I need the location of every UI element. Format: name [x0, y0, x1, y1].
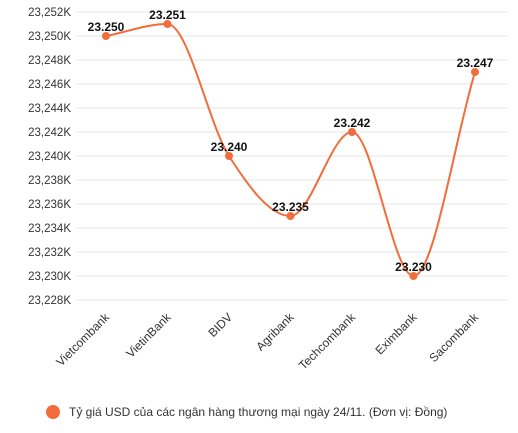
y-tick-label: 23,232K	[28, 247, 71, 259]
x-tick-label: Eximbank	[372, 310, 420, 358]
y-tick-label: 23,252K	[28, 7, 71, 19]
x-tick-label: Techcombank	[296, 310, 359, 373]
y-tick-label: 23,228K	[28, 295, 71, 307]
data-label: 23.240	[211, 140, 248, 154]
y-tick-label: 23,248K	[28, 55, 71, 67]
data-label: 23.235	[272, 200, 309, 214]
data-label: 23.230	[395, 260, 432, 274]
data-labels: 23.250 23.251 23.240 23.235 23.242 23.230 23.2…	[88, 8, 494, 274]
data-point	[225, 152, 233, 160]
x-tick-label: BIDV	[205, 310, 235, 340]
data-label: 23.242	[334, 116, 371, 130]
y-tick-label: 23,250K	[28, 31, 71, 43]
x-tick-label: Agribank	[253, 310, 297, 354]
y-tick-label: 23,244K	[28, 103, 71, 115]
data-point	[471, 68, 479, 76]
y-tick-label: 23,246K	[28, 79, 71, 91]
y-axis-tick-labels: 23,252K 23,250K 23,248K 23,246K 23,244K 23,24…	[28, 7, 71, 307]
x-tick-label: VietinBank	[123, 310, 174, 361]
data-point	[409, 272, 418, 280]
series-line	[105, 22, 476, 278]
legend: Tỷ giá USD của các ngân hàng thương mại …	[46, 402, 447, 422]
y-tick-label: 23,236K	[28, 199, 71, 211]
x-tick-label: Vietcombank	[53, 310, 113, 370]
legend-label: Tỷ giá USD của các ngân hàng thương mại …	[69, 405, 448, 419]
legend-marker	[46, 405, 60, 419]
y-tick-label: 23,238K	[28, 175, 71, 187]
y-tick-label: 23,242K	[28, 127, 71, 139]
y-tick-label: 23,230K	[28, 271, 71, 283]
data-label: 23.247	[457, 56, 494, 70]
data-point	[163, 20, 172, 28]
data-point	[286, 212, 295, 220]
y-tick-label: 23,240K	[28, 151, 71, 163]
y-tick-label: 23,234K	[28, 223, 71, 235]
series-line-group	[105, 22, 476, 278]
gridlines	[77, 11, 508, 301]
x-tick-label: Sacombank	[426, 310, 481, 365]
line-chart: 23,252K 23,250K 23,248K 23,246K 23,244K 23,24…	[28, 7, 508, 373]
x-axis-tick-labels: Vietcombank VietinBank BIDV Agribank Techcom…	[53, 310, 482, 373]
data-point	[348, 128, 356, 136]
data-point	[102, 32, 110, 40]
data-points	[102, 20, 479, 280]
data-label: 23.251	[149, 8, 186, 22]
data-label: 23.250	[88, 20, 125, 34]
